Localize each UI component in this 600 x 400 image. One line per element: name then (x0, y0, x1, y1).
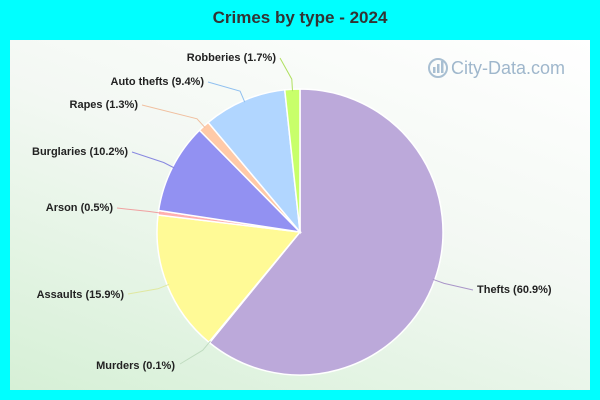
leader-line (131, 151, 175, 169)
slice-label: Arson (0.5%) (46, 202, 114, 214)
watermark-text: City-Data.com (451, 58, 565, 78)
leader-line (127, 283, 170, 295)
watermark: City-Data.com (428, 58, 565, 78)
leader-lines (116, 57, 474, 365)
pie-slices (156, 88, 444, 376)
chart-title: Crimes by type - 2024 (212, 8, 388, 27)
slice-label: Rapes (1.3%) (70, 99, 139, 111)
chart-panel: City-Data.com Thefts (60.9%) Murders (0.1… (10, 40, 590, 390)
leader-line (432, 278, 474, 291)
slice-label: Murders (0.1%) (96, 360, 175, 372)
leader-line (207, 81, 246, 103)
leader-line (179, 340, 211, 365)
leader-line (279, 57, 293, 92)
slice-labels: Thefts (60.9%) Murders (0.1%) Assaults (15… (32, 52, 552, 372)
slice-label: Thefts (60.9%) (477, 284, 552, 296)
slice-label: Auto thefts (9.4%) (111, 76, 205, 88)
pie-chart: City-Data.com Thefts (60.9%) Murders (0.1… (32, 52, 565, 376)
leader-line (116, 207, 161, 214)
leader-line (141, 104, 206, 129)
slice-label: Robberies (1.7%) (187, 52, 277, 64)
slice-label: Burglaries (10.2%) (32, 146, 128, 158)
slice-label: Assaults (15.9%) (37, 289, 125, 301)
city-data-logo-icon (428, 58, 448, 78)
